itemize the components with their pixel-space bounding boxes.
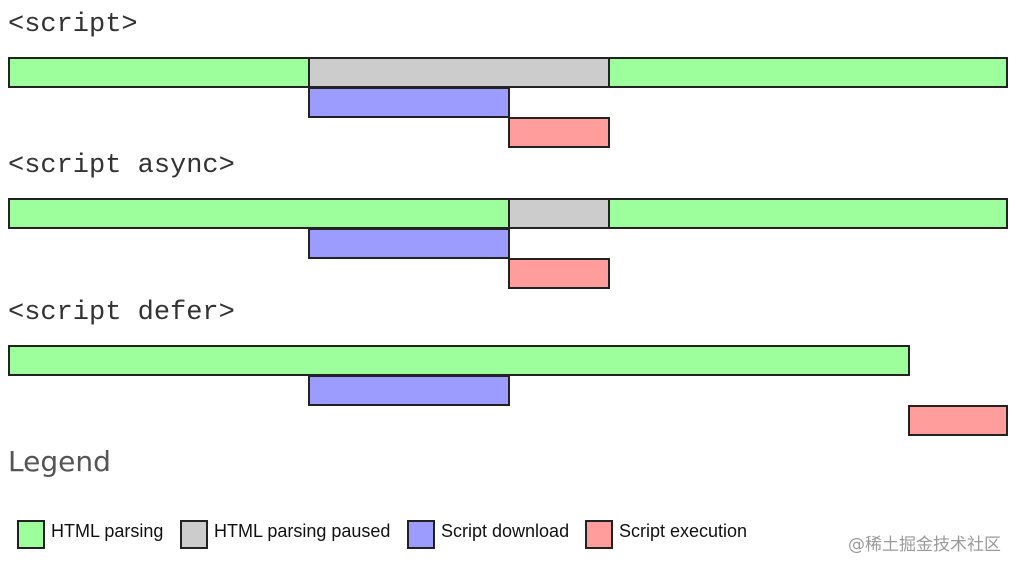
- html-parsing-bar: [608, 198, 1008, 229]
- script-download-bar: [308, 375, 510, 406]
- html-parsing-bar: [608, 57, 1008, 88]
- section-title-script: <script>: [8, 10, 138, 40]
- script-download-bar: [308, 87, 510, 118]
- red-swatch-icon: [585, 520, 613, 549]
- legend-title: Legend: [8, 445, 111, 478]
- legend-label: HTML parsing: [51, 521, 164, 541]
- script-execution-bar: [908, 405, 1008, 436]
- legend-label: Script download: [441, 521, 570, 541]
- blue-swatch-icon: [407, 520, 435, 549]
- script-download-bar: [308, 228, 510, 259]
- html-parsing-bar: [8, 198, 510, 229]
- legend-label: Script execution: [619, 521, 748, 541]
- section-title-script-async: <script async>: [8, 151, 235, 181]
- html-parsing-bar: [8, 345, 910, 376]
- html-parsing-bar: [8, 57, 310, 88]
- section-title-script-defer: <script defer>: [8, 298, 235, 328]
- script-execution-bar: [508, 258, 610, 289]
- html-parsing-paused-bar: [308, 57, 610, 88]
- gray-swatch-icon: [180, 520, 208, 549]
- watermark: @稀土掘金技术社区: [848, 535, 1001, 555]
- green-swatch-icon: [17, 520, 45, 549]
- html-parsing-paused-bar: [508, 198, 610, 229]
- legend-label: HTML parsing paused: [214, 521, 391, 541]
- script-execution-bar: [508, 117, 610, 148]
